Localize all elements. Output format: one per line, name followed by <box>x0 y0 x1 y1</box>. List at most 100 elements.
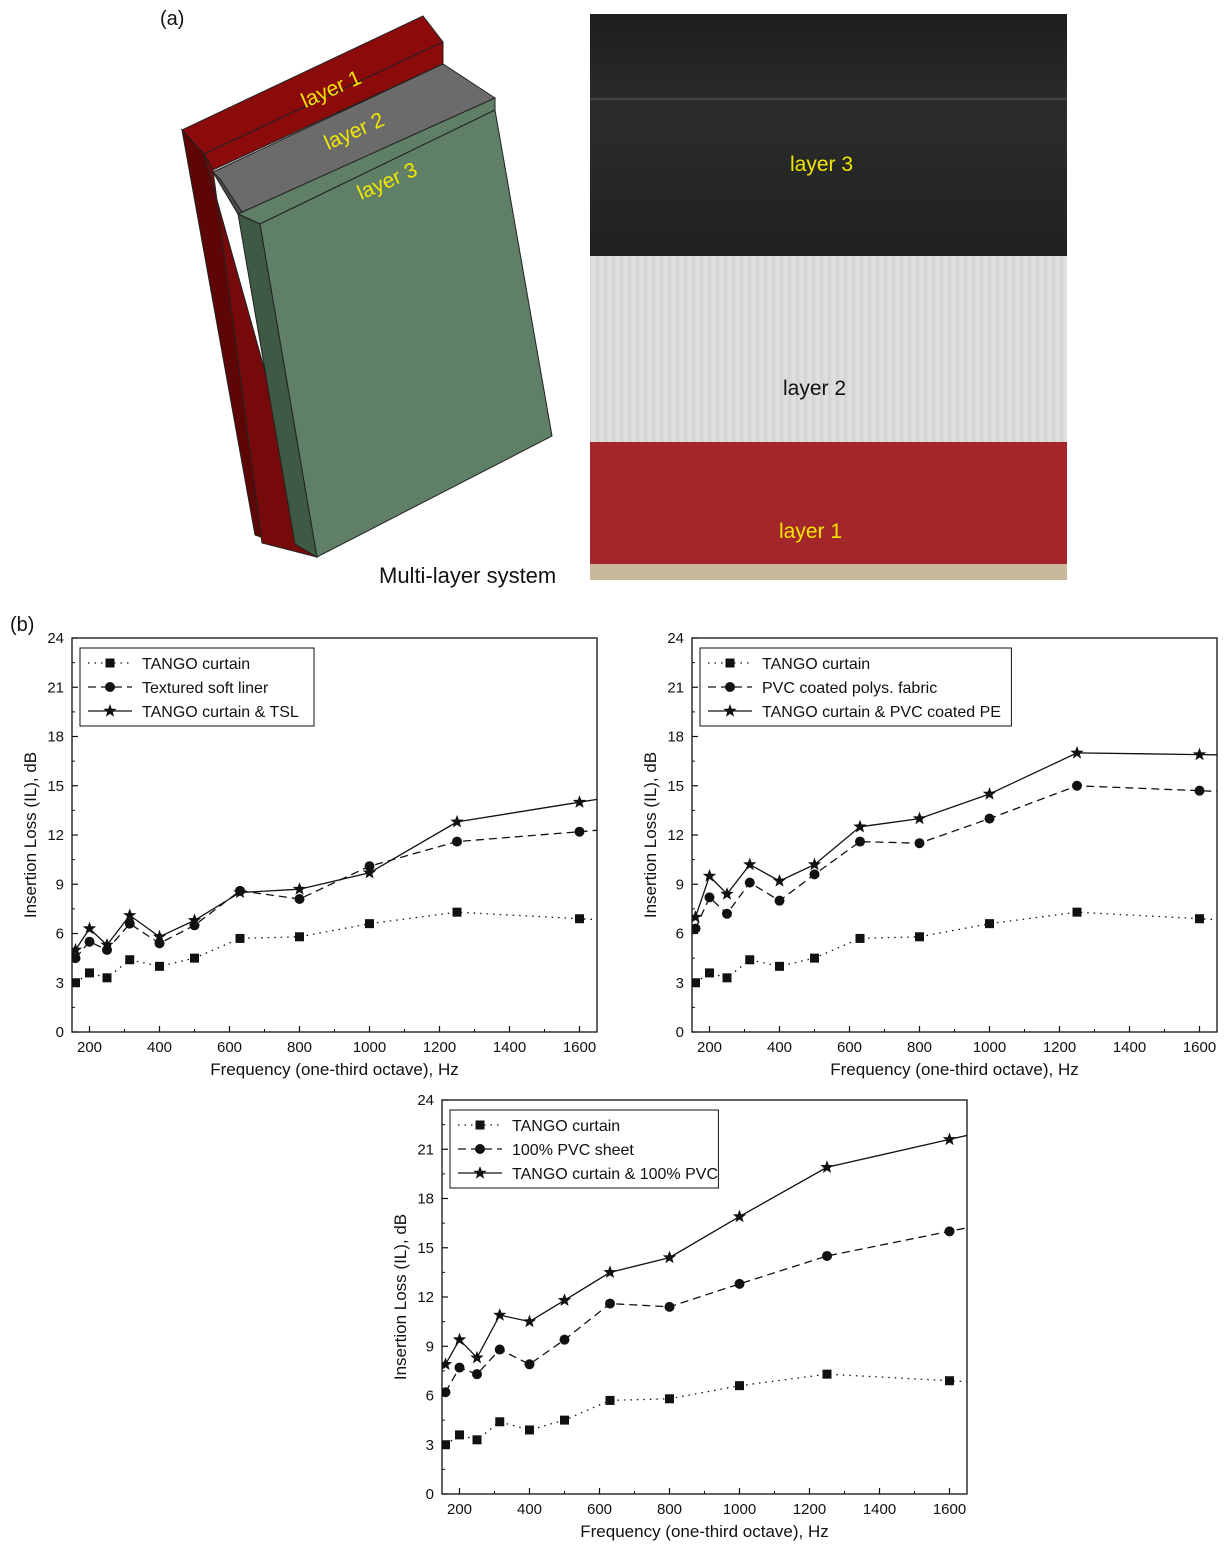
legend: TANGO curtain 100% PVC sheet TANGO curtain… <box>449 1109 719 1189</box>
legend: TANGO curtain Textured soft liner TANGO cu… <box>79 647 315 727</box>
photo-black-layer <box>590 14 1067 259</box>
chart-tsl: 0 3 6 9 12 15 18 21 24 200 400 600 800 1000 1200 1400 16… <box>21 630 598 1079</box>
x-tick-label: 1200 <box>423 1039 456 1056</box>
series-line <box>694 785 1217 929</box>
data-point <box>557 1293 572 1306</box>
series-star <box>442 1132 967 1370</box>
y-tick-label: 24 <box>47 630 64 647</box>
data-point <box>809 869 820 880</box>
photo-floor <box>590 564 1067 580</box>
series-circle <box>692 780 1217 934</box>
x-tick-label: 1600 <box>933 1501 966 1518</box>
legend-marker <box>723 704 737 717</box>
data-point <box>1072 780 1082 791</box>
data-point <box>123 908 137 922</box>
data-point <box>1070 745 1084 759</box>
x-tick-label: 1400 <box>493 1039 526 1056</box>
y-tick-label: 9 <box>676 876 684 893</box>
y-tick-label: 21 <box>417 1141 434 1158</box>
data-point <box>945 1376 954 1386</box>
data-point <box>454 1362 465 1373</box>
layer3-front-face <box>259 109 553 558</box>
data-point <box>522 1314 537 1328</box>
photo-grey-layer <box>590 256 1067 442</box>
y-tick-label: 21 <box>667 679 684 696</box>
data-point <box>855 836 865 847</box>
photo-label-layer1: layer 1 <box>779 520 843 543</box>
data-point <box>442 1357 453 1370</box>
data-point <box>85 968 94 978</box>
series-circle <box>72 826 597 964</box>
data-point <box>603 1265 617 1278</box>
series-line <box>75 911 597 984</box>
data-point <box>664 1301 675 1312</box>
legend-label: TANGO curtain & TSL <box>142 704 299 721</box>
y-tick-label: 12 <box>667 827 684 844</box>
data-point <box>944 1226 955 1237</box>
data-point <box>455 1430 464 1440</box>
y-tick-label: 9 <box>426 1338 434 1355</box>
data-point <box>442 1387 451 1398</box>
y-tick-label: 24 <box>417 1092 434 1109</box>
data-point <box>810 953 819 963</box>
data-point <box>822 1250 832 1261</box>
legend-label: TANGO curtain <box>512 1118 620 1135</box>
chart-pvc-sheet: 0 3 6 9 12 15 18 21 24 200 400 600 800 1000 1200 1400 16… <box>391 1092 968 1541</box>
y-axis-label: Insertion Loss (IL), dB <box>641 752 660 918</box>
legend-marker <box>473 1166 487 1179</box>
data-point <box>853 819 867 833</box>
photo-label-layer3: layer 3 <box>790 153 854 176</box>
data-point <box>744 877 755 888</box>
legend-box <box>449 1109 719 1189</box>
multilayer-diagram <box>181 15 553 558</box>
data-point <box>775 961 784 971</box>
y-tick-label: 24 <box>667 630 684 647</box>
data-point <box>472 1435 482 1445</box>
data-point <box>982 787 997 800</box>
series-line <box>694 752 1217 918</box>
y-tick-label: 18 <box>667 729 684 746</box>
x-tick-label: 400 <box>767 1039 792 1056</box>
data-point <box>985 919 994 929</box>
series-line <box>695 911 1217 984</box>
legend-label: TANGO curtain <box>142 656 250 673</box>
data-point <box>452 907 462 917</box>
series-line <box>445 1373 967 1446</box>
data-point <box>572 795 587 808</box>
caption-multilayer-system: Multi-layer system <box>379 563 557 588</box>
photo-label-layer2: layer 2 <box>783 377 847 400</box>
data-point <box>702 869 717 882</box>
data-point <box>574 826 585 837</box>
x-axis-label: Frequency (one-third octave), Hz <box>830 1060 1079 1079</box>
data-point <box>743 857 757 871</box>
series-square <box>442 1369 967 1450</box>
data-point <box>154 938 165 949</box>
data-point <box>807 857 822 871</box>
data-point <box>735 1381 744 1391</box>
y-tick-label: 3 <box>56 975 64 992</box>
y-tick-label: 18 <box>417 1191 434 1208</box>
data-point <box>732 1209 747 1223</box>
y-tick-label: 21 <box>47 679 64 696</box>
x-tick-label: 200 <box>447 1501 472 1518</box>
x-tick-label: 1400 <box>863 1501 896 1518</box>
data-point <box>235 933 245 943</box>
series-line <box>444 1134 967 1365</box>
x-tick-label: 1600 <box>1183 1039 1216 1056</box>
legend-marker <box>103 704 117 717</box>
data-point <box>820 1160 834 1173</box>
data-point <box>605 1395 615 1405</box>
data-point <box>822 1369 832 1379</box>
data-point <box>734 1278 745 1289</box>
data-point <box>365 919 374 929</box>
series-star <box>692 745 1217 923</box>
data-point <box>125 955 135 965</box>
x-axis-label: Frequency (one-third octave), Hz <box>580 1522 829 1541</box>
data-point <box>452 1332 467 1346</box>
y-tick-label: 9 <box>56 876 64 893</box>
y-tick-label: 6 <box>426 1388 434 1405</box>
data-point <box>912 811 927 825</box>
data-point <box>493 1308 507 1321</box>
data-point <box>525 1425 534 1435</box>
data-point <box>233 885 247 899</box>
